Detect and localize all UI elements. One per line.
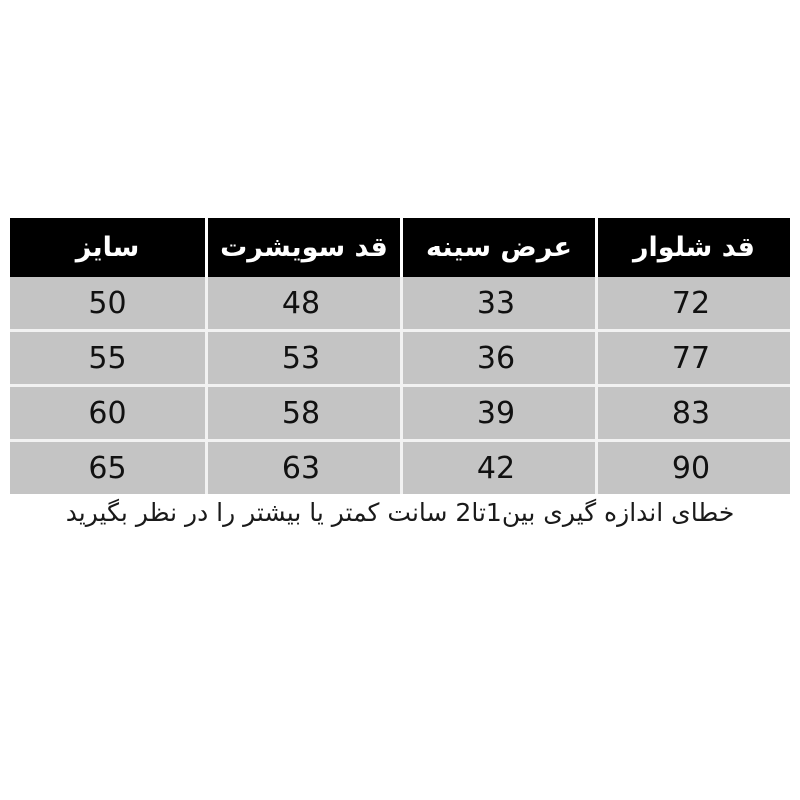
table-row: 77 36 53 55 xyxy=(10,332,790,387)
size-chart: قد شلوار عرض سینه قد سویشرت سایز 72 33 4… xyxy=(10,218,790,494)
cell-size: 55 xyxy=(10,332,205,387)
column-header-sweatshirt-length: قد سویشرت xyxy=(205,218,400,277)
cell-chest-width: 39 xyxy=(400,387,595,442)
cell-size: 65 xyxy=(10,442,205,494)
cell-sweatshirt-length: 58 xyxy=(205,387,400,442)
column-header-size: سایز xyxy=(10,218,205,277)
table-row: 72 33 48 50 xyxy=(10,277,790,332)
table-body: 72 33 48 50 77 36 53 55 83 39 58 60 90 4… xyxy=(10,277,790,494)
cell-trouser-length: 83 xyxy=(595,387,790,442)
table-row: 83 39 58 60 xyxy=(10,387,790,442)
table-header: قد شلوار عرض سینه قد سویشرت سایز xyxy=(10,218,790,277)
cell-sweatshirt-length: 63 xyxy=(205,442,400,494)
cell-chest-width: 33 xyxy=(400,277,595,332)
cell-sweatshirt-length: 48 xyxy=(205,277,400,332)
cell-size: 60 xyxy=(10,387,205,442)
cell-size: 50 xyxy=(10,277,205,332)
cell-sweatshirt-length: 53 xyxy=(205,332,400,387)
cell-chest-width: 36 xyxy=(400,332,595,387)
cell-trouser-length: 72 xyxy=(595,277,790,332)
cell-trouser-length: 90 xyxy=(595,442,790,494)
size-table: قد شلوار عرض سینه قد سویشرت سایز 72 33 4… xyxy=(10,218,790,494)
cell-trouser-length: 77 xyxy=(595,332,790,387)
table-row: 90 42 63 65 xyxy=(10,442,790,494)
cell-chest-width: 42 xyxy=(400,442,595,494)
column-header-trouser-length: قد شلوار xyxy=(595,218,790,277)
measurement-tolerance-note: خطای اندازه گیری بین1تا2 سانت کمتر یا بی… xyxy=(65,498,735,527)
table-header-row: قد شلوار عرض سینه قد سویشرت سایز xyxy=(10,218,790,277)
column-header-chest-width: عرض سینه xyxy=(400,218,595,277)
